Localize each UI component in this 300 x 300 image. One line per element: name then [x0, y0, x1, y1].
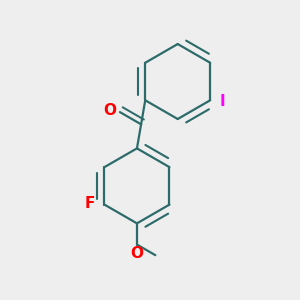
- Text: I: I: [220, 94, 226, 109]
- Text: O: O: [130, 245, 143, 260]
- Text: O: O: [104, 103, 117, 118]
- Text: F: F: [85, 196, 95, 211]
